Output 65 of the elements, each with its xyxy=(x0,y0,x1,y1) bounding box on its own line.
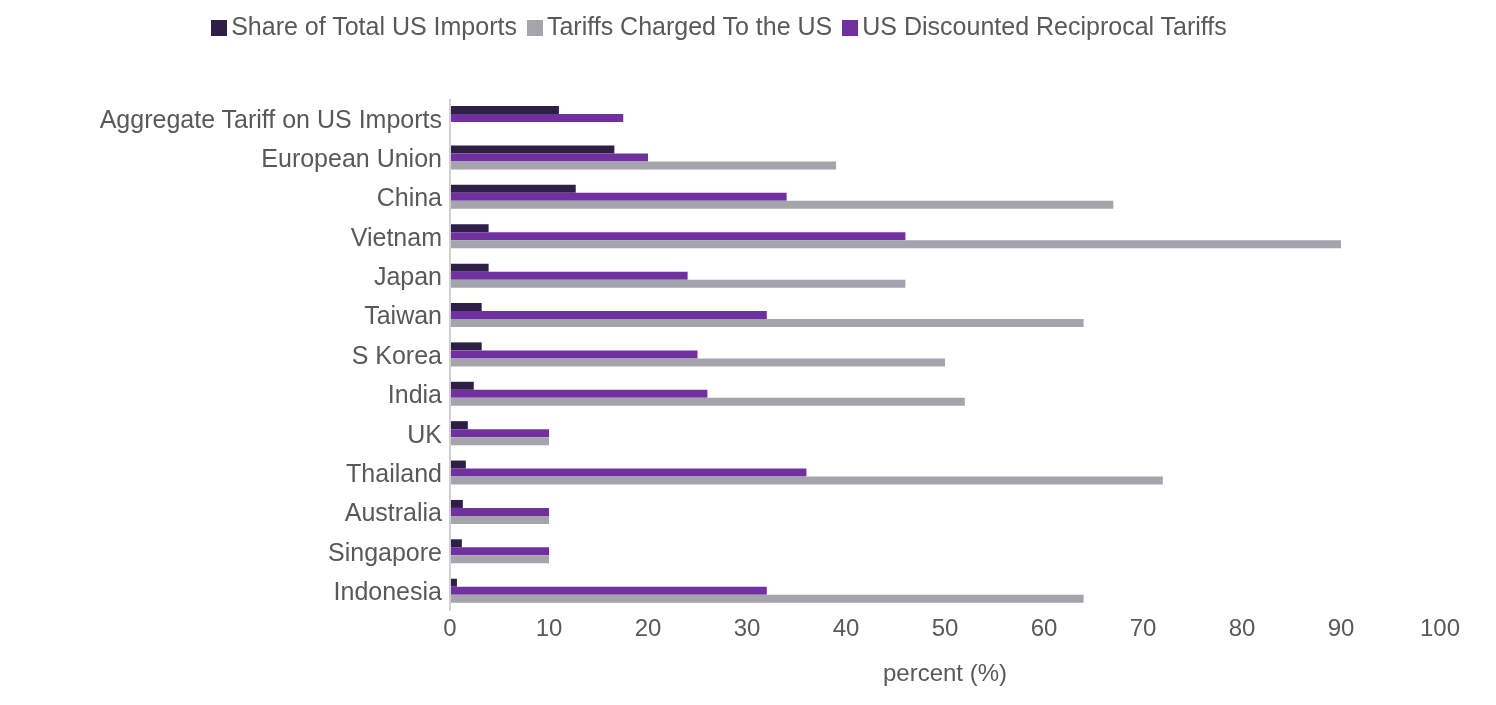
x-tick-label: 40 xyxy=(832,614,860,642)
bar xyxy=(450,437,549,446)
bar xyxy=(450,460,466,469)
bar xyxy=(450,106,559,115)
y-tick-label: Taiwan xyxy=(364,301,442,330)
bar xyxy=(450,429,549,438)
bar xyxy=(450,303,482,312)
y-tick-label: UK xyxy=(407,419,443,448)
bar xyxy=(450,358,945,367)
y-tick-label: India xyxy=(387,380,443,409)
y-tick-label: Vietnam xyxy=(350,222,442,251)
bar xyxy=(450,342,482,351)
x-tick-label: 60 xyxy=(1030,614,1058,642)
bar xyxy=(450,145,615,154)
y-tick-label: Aggregate Tariff on US Imports xyxy=(99,104,442,133)
bar xyxy=(450,184,576,193)
x-tick-label: 30 xyxy=(733,614,761,642)
bar xyxy=(450,389,708,398)
legend-label: US Discounted Reciprocal Tariffs xyxy=(862,12,1227,40)
bar xyxy=(450,232,906,241)
y-tick-label: Japan xyxy=(373,262,442,291)
bar xyxy=(450,271,688,280)
bar xyxy=(450,153,648,162)
y-tick-label: S Korea xyxy=(351,340,443,369)
y-tick-label: Thailand xyxy=(346,459,442,488)
bar xyxy=(450,114,624,123)
bar xyxy=(450,311,767,320)
bar xyxy=(450,350,698,359)
x-tick-label: 20 xyxy=(634,614,662,642)
y-tick-label: Indonesia xyxy=(333,577,443,606)
legend-label: Tariffs Charged To the US xyxy=(546,12,833,40)
bar xyxy=(450,586,767,595)
bar xyxy=(450,476,1163,485)
bar xyxy=(450,515,549,524)
bar xyxy=(450,539,462,548)
bar xyxy=(450,192,787,201)
bar xyxy=(450,594,1084,603)
bar xyxy=(450,240,1341,249)
bar xyxy=(450,421,468,430)
bar xyxy=(450,397,965,406)
x-tick-label: 100 xyxy=(1419,614,1461,642)
bar xyxy=(450,319,1084,328)
legend-label: Share of Total US Imports xyxy=(231,12,517,40)
x-tick-label: 50 xyxy=(931,614,959,642)
x-tick-label: 70 xyxy=(1129,614,1157,642)
y-tick-label: European Union xyxy=(261,143,442,172)
x-tick-label: 80 xyxy=(1228,614,1256,642)
bar xyxy=(450,381,474,390)
x-axis-title: percent (%) xyxy=(882,659,1008,686)
bar xyxy=(450,200,1114,209)
x-tick-label: 0 xyxy=(443,614,457,642)
y-tick-label: China xyxy=(376,183,443,212)
bar xyxy=(450,263,489,272)
bar xyxy=(450,468,807,477)
bar xyxy=(450,555,549,564)
bar xyxy=(450,547,549,556)
bar xyxy=(450,224,489,233)
y-tick-label: Australia xyxy=(344,498,443,527)
x-tick-label: 90 xyxy=(1327,614,1355,642)
y-tick-label: Singapore xyxy=(328,537,442,566)
bar xyxy=(450,499,463,508)
bar xyxy=(450,279,906,288)
x-tick-label: 10 xyxy=(535,614,563,642)
bar xyxy=(450,161,837,170)
bar xyxy=(450,507,549,516)
